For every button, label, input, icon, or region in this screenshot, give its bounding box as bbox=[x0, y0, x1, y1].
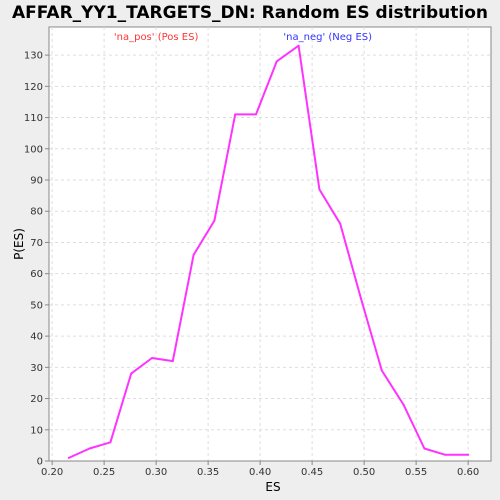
y-tick-label: 90 bbox=[30, 175, 43, 186]
y-tick-label: 100 bbox=[24, 144, 43, 155]
y-tick-label: 50 bbox=[30, 300, 43, 311]
data-point bbox=[297, 44, 300, 47]
data-point bbox=[192, 253, 195, 256]
y-ticks: 0 10 20 30 40 50 60 70 80 90 100 110 120 130 bbox=[24, 51, 49, 468]
y-tick-label: 120 bbox=[24, 82, 43, 93]
y-tick-label: 70 bbox=[30, 238, 43, 249]
data-point bbox=[380, 369, 383, 372]
data-point bbox=[234, 113, 237, 116]
chart-title: AFFAR_YY1_TARGETS_DN: Random ES distribu… bbox=[12, 3, 488, 23]
y-tick-label: 60 bbox=[30, 269, 43, 280]
y-tick-label: 20 bbox=[30, 394, 43, 405]
x-tick-label: 0.60 bbox=[457, 467, 479, 478]
series-annotation: 'na_neg' (Neg ES) bbox=[283, 32, 372, 43]
x-tick-label: 0.35 bbox=[197, 467, 219, 478]
plot-area bbox=[48, 26, 492, 462]
data-point bbox=[402, 403, 405, 406]
series-layer bbox=[67, 44, 470, 459]
y-tick-label: 80 bbox=[30, 207, 43, 218]
data-point bbox=[444, 453, 447, 456]
data-point bbox=[423, 447, 426, 450]
series-annotation: 'na_pos' (Pos ES) bbox=[114, 32, 199, 43]
y-tick-label: 30 bbox=[30, 363, 43, 374]
data-point bbox=[67, 456, 70, 459]
data-point bbox=[130, 372, 133, 375]
x-tick-label: 0.40 bbox=[249, 467, 271, 478]
y-axis-label: P(ES) bbox=[12, 228, 26, 260]
data-point bbox=[213, 219, 216, 222]
y-tick-label: 40 bbox=[30, 332, 43, 343]
y-tick-label: 130 bbox=[24, 51, 43, 62]
data-point bbox=[339, 222, 342, 225]
data-point bbox=[150, 356, 153, 359]
annotation-layer: 'na_pos' (Pos ES) 'na_neg' (Neg ES) bbox=[114, 32, 372, 43]
data-point bbox=[467, 453, 470, 456]
x-tick-label: 0.50 bbox=[353, 467, 375, 478]
data-point bbox=[318, 188, 321, 191]
data-point bbox=[109, 441, 112, 444]
x-tick-label: 0.30 bbox=[145, 467, 167, 478]
y-tick-label: 10 bbox=[30, 425, 43, 436]
data-point bbox=[88, 447, 91, 450]
data-point bbox=[275, 60, 278, 63]
y-tick-label: 110 bbox=[24, 113, 43, 124]
y-tick-label: 0 bbox=[37, 457, 43, 468]
x-tick-label: 0.45 bbox=[301, 467, 323, 478]
data-point bbox=[254, 113, 257, 116]
data-point bbox=[171, 360, 174, 363]
x-tick-label: 0.25 bbox=[93, 467, 115, 478]
axes bbox=[48, 27, 491, 462]
gridlines bbox=[49, 27, 491, 462]
x-tick-label: 0.20 bbox=[41, 467, 63, 478]
x-axis-label: ES bbox=[265, 480, 280, 494]
x-ticks: 0.20 0.25 0.30 0.35 0.40 0.45 0.50 0.55 0.60 bbox=[41, 461, 479, 478]
x-tick-label: 0.55 bbox=[405, 467, 427, 478]
data-point bbox=[360, 297, 362, 300]
series-line bbox=[68, 44, 469, 459]
